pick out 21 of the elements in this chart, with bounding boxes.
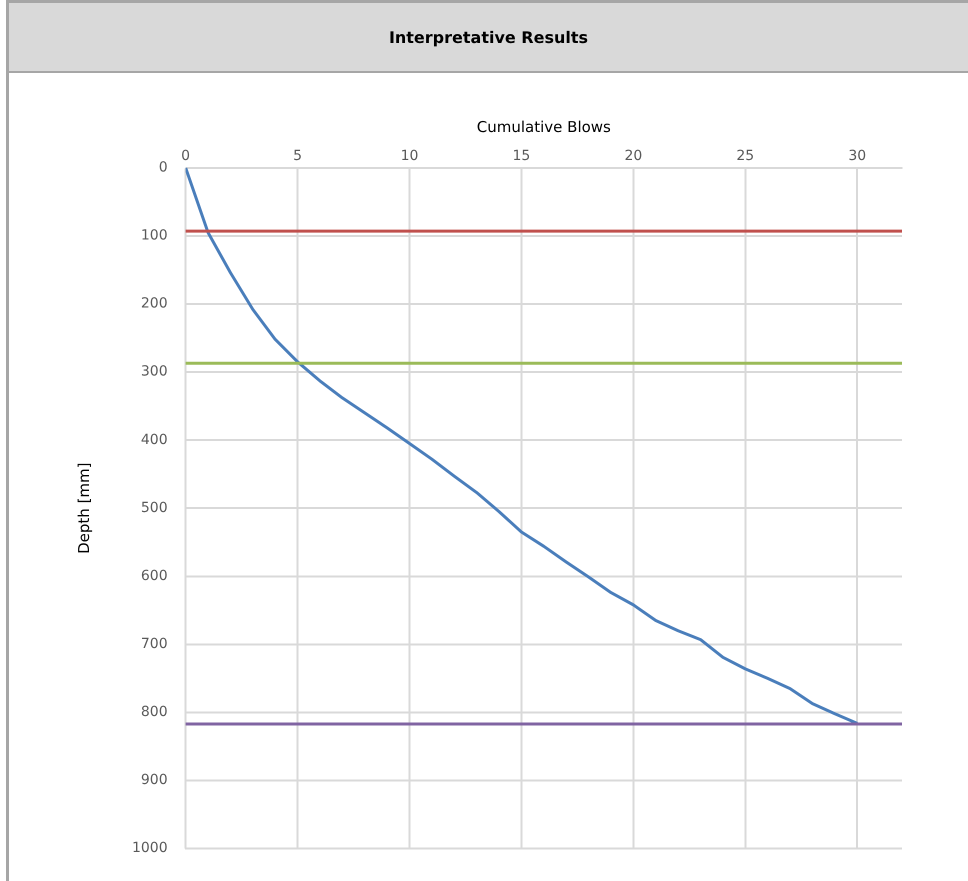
y-tick-label: 100 — [140, 228, 168, 244]
x-tick-label: 0 — [181, 148, 190, 164]
y-tick-label: 300 — [140, 364, 168, 380]
y-tick-label: 600 — [140, 568, 168, 584]
x-axis-title: Cumulative Blows — [476, 118, 612, 136]
x-tick-label: 20 — [624, 148, 642, 164]
x-tick-label: 10 — [400, 148, 418, 164]
y-tick-label: 900 — [140, 772, 168, 788]
y-tick-label: 200 — [140, 296, 168, 312]
y-axis-title: Depth [mm] — [74, 462, 93, 554]
y-tick-label: 500 — [140, 500, 168, 516]
y-tick-label: 0 — [158, 159, 168, 176]
x-tick-label: 25 — [736, 148, 754, 164]
y-tick-label: 800 — [140, 704, 168, 720]
x-tick-label: 30 — [848, 148, 866, 164]
chart-title: Interpretative Results — [9, 3, 968, 73]
x-tick-label: 5 — [293, 148, 302, 164]
x-tick-label: 15 — [512, 148, 530, 164]
y-tick-label: 700 — [140, 636, 168, 652]
y-tick-label: 1000 — [132, 840, 168, 856]
y-tick-label: 400 — [140, 432, 168, 448]
